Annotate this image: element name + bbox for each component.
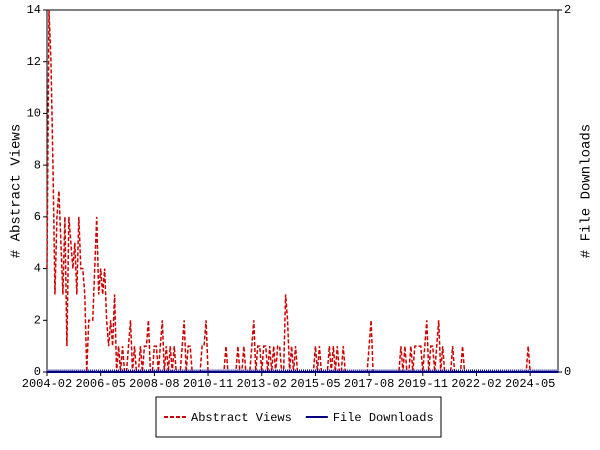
x-tick-label: 2008-08 <box>129 377 179 391</box>
x-tick-label: 2013-02 <box>237 377 287 391</box>
y-tick-label: 2 <box>34 313 41 327</box>
x-tick-label: 2017-08 <box>344 377 394 391</box>
legend-label: File Downloads <box>333 411 434 425</box>
x-tick-label: 2019-11 <box>398 377 448 391</box>
x-tick-label: 2015-05 <box>290 377 340 391</box>
plot-frame <box>46 9 559 373</box>
y-axis-label: # Abstract Views <box>9 124 25 258</box>
y-tick-label: 4 <box>34 262 41 276</box>
y2-tick-label: 0 <box>564 365 571 379</box>
y2-tick-label: 2 <box>564 3 571 17</box>
y-tick-label: 14 <box>27 3 41 17</box>
x-tick-label: 2010-11 <box>183 377 233 391</box>
y-tick-label: 8 <box>34 158 41 172</box>
x-tick-label: 2022-02 <box>451 377 501 391</box>
legend-box <box>155 396 442 438</box>
y2-axis-label: # File Downloads <box>579 124 595 258</box>
series-line <box>46 9 558 373</box>
y-tick-label: 10 <box>27 107 41 121</box>
y-tick-label: 12 <box>27 55 41 69</box>
x-tick-label: 2004-02 <box>22 377 72 391</box>
y-tick-label: 0 <box>34 365 41 379</box>
x-tick-label: 2024-05 <box>505 377 555 391</box>
x-tick-label: 2006-05 <box>75 377 125 391</box>
y-tick-label: 6 <box>34 210 41 224</box>
legend-label: Abstract Views <box>191 411 292 425</box>
